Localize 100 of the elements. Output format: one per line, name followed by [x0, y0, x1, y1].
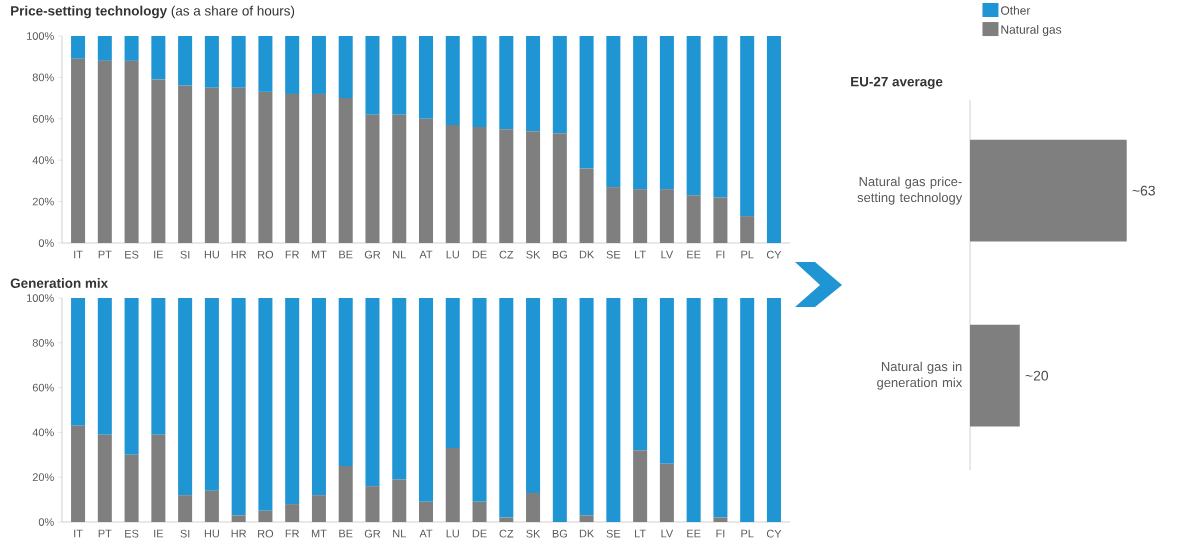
bar: [258, 298, 273, 511]
x-tick-label: SE: [606, 529, 621, 538]
x-tick-label: DK: [579, 529, 595, 538]
bar: [766, 35, 781, 243]
bar: [124, 35, 139, 61]
x-tick-label: LV: [661, 250, 674, 259]
legend-label: Natural gas: [1001, 24, 1062, 37]
bar: [659, 463, 674, 522]
y-tick-label: 40%: [32, 428, 54, 437]
bar: [204, 490, 219, 522]
bar: [178, 85, 193, 243]
x-tick-label: NL: [393, 529, 406, 538]
x-tick-label: MT: [311, 250, 327, 259]
bar: [579, 515, 594, 522]
bar: [311, 298, 326, 496]
bar: [499, 35, 514, 130]
y-tick-label: 40%: [32, 156, 54, 165]
x-tick-label: HR: [231, 250, 247, 259]
bar: [204, 87, 219, 243]
x-tick-label: SK: [526, 529, 541, 538]
x-tick-label: DK: [579, 250, 595, 259]
bar: [740, 35, 755, 217]
bar: [231, 515, 246, 522]
bar: [445, 35, 460, 125]
x-tick-label: ES: [125, 529, 139, 538]
bar: [258, 35, 273, 92]
bar: [311, 93, 326, 243]
x-tick-label: LV: [661, 529, 674, 538]
bar: [151, 35, 166, 80]
bar: [151, 434, 166, 522]
bar: [445, 448, 460, 522]
x-tick-label: MT: [311, 529, 327, 538]
x-tick-label: HU: [204, 529, 219, 538]
bar: [686, 298, 701, 522]
bar: [365, 298, 380, 487]
bar: [633, 35, 648, 190]
bar: [445, 298, 460, 449]
y-tick-label: 20%: [32, 473, 54, 482]
bar: [579, 298, 594, 516]
bar: [633, 298, 648, 451]
x-tick-label: PL: [741, 529, 754, 538]
x-tick-label: BE: [339, 529, 353, 538]
x-tick-label: AT: [419, 250, 433, 259]
x-tick-label: LU: [446, 250, 459, 259]
x-tick-label: BG: [552, 529, 567, 538]
bar: [97, 298, 112, 435]
bar: [365, 114, 380, 243]
x-tick-label: DE: [472, 529, 487, 538]
bar: [526, 35, 541, 132]
x-tick-label: FR: [285, 250, 299, 259]
x-tick-label: BE: [339, 250, 353, 259]
bar: [713, 35, 728, 198]
bar: [419, 35, 434, 119]
bar: [713, 197, 728, 243]
bar: [97, 434, 112, 522]
x-tick-label: CY: [766, 529, 782, 538]
bar: [445, 125, 460, 243]
x-tick-label: HU: [204, 250, 219, 259]
bar: [231, 87, 246, 243]
bar: [472, 127, 487, 243]
bar: [392, 114, 407, 243]
chart-title: EU-27 average: [851, 76, 943, 90]
bar: [659, 298, 674, 464]
bar: [472, 501, 487, 522]
x-tick-label: BG: [552, 250, 567, 259]
x-tick-label: LU: [446, 529, 459, 538]
bar: [419, 118, 434, 243]
bar: [97, 35, 112, 61]
x-tick-label: SI: [180, 529, 190, 538]
bar: [71, 35, 86, 59]
chart-title: Price-setting technology (as a share of hours): [11, 5, 295, 19]
bar: [499, 129, 514, 243]
y-tick-label: Natural gas in generation mix: [877, 361, 963, 390]
bar: [151, 298, 166, 435]
x-tick-label: FI: [716, 529, 725, 538]
y-tick-label: 80%: [32, 73, 54, 82]
bar: [285, 298, 300, 505]
bar: [526, 131, 541, 243]
bar: [659, 189, 674, 243]
x-tick-label: CY: [766, 250, 782, 259]
bar: [178, 35, 193, 86]
bar: [124, 454, 139, 522]
x-tick-label: PT: [98, 529, 112, 538]
bar: [606, 187, 621, 243]
bar: [71, 298, 86, 426]
bar: [258, 510, 273, 522]
bar: [204, 35, 219, 88]
bar: [659, 35, 674, 190]
bar: [606, 298, 621, 522]
bar: [419, 501, 434, 522]
x-tick-label: NL: [393, 250, 406, 259]
y-tick-label: 0%: [38, 239, 54, 247]
bar: [552, 35, 567, 134]
bar: [285, 504, 300, 522]
x-tick-label: PL: [741, 250, 754, 259]
bar: [231, 298, 246, 516]
bar: [178, 495, 193, 522]
y-tick-label: 0%: [38, 518, 54, 526]
bar: [579, 35, 594, 169]
bar: [526, 492, 541, 522]
